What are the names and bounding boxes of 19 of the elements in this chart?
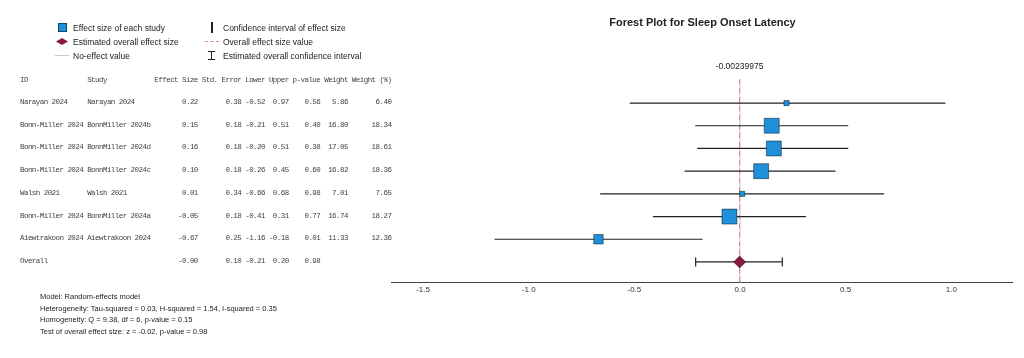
point [753,163,770,180]
point [765,140,782,157]
legend-label: No-effect value [73,50,131,61]
point [763,117,780,134]
x-tick-label: 1.0 [945,285,958,295]
x-tick-label: 0.0 [734,285,747,295]
x-tick-label: 0.5 [840,285,852,295]
text: Overall effect size value [223,36,314,47]
legend-label: Estimated overall effect size [73,36,179,47]
point [733,255,747,269]
chart-title: Forest Plot for Sleep Onset Latency [609,15,797,28]
point [721,208,738,225]
x-tick-label: -1.0 [521,285,537,295]
legend-label: Effect size of each study [73,22,165,33]
x-tick-label: -0.5 [627,285,642,295]
text: Confidence interval of effect size [223,22,346,33]
text: Estimated overall confidence interval [223,50,362,61]
x-tick-label: -1.5 [416,285,431,295]
ref-line-label: -0.00239975 [715,61,764,72]
